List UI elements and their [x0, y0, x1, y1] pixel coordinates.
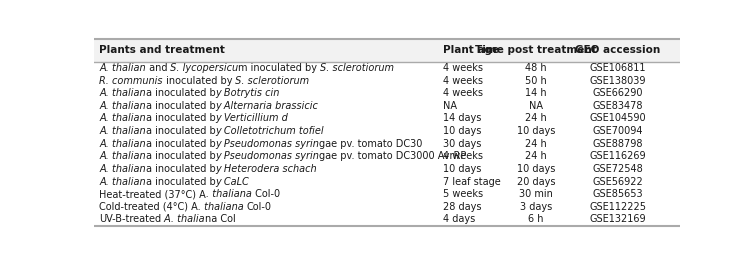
Text: 14 days: 14 days	[442, 114, 481, 124]
Text: a inoculated b: a inoculated b	[146, 101, 215, 111]
Text: S. sclerotiorum: S. sclerotiorum	[320, 63, 394, 73]
Text: y Alternaria brassicic: y Alternaria brassicic	[215, 101, 319, 111]
Text: GSE66290: GSE66290	[593, 88, 643, 98]
Text: S. lycopersicu: S. lycopersicu	[167, 63, 239, 73]
Text: 10 days: 10 days	[517, 164, 556, 174]
Text: 4 weeks: 4 weeks	[442, 88, 482, 98]
Text: A. thalian: A. thalian	[99, 164, 146, 174]
Text: UV-B-treated: UV-B-treated	[99, 214, 161, 224]
Text: Time post treatment: Time post treatment	[475, 45, 597, 55]
Text: y Verticillium d: y Verticillium d	[215, 114, 288, 124]
Text: A. thalian: A. thalian	[99, 176, 146, 187]
Text: 48 h: 48 h	[525, 63, 547, 73]
Text: thaliana: thaliana	[201, 202, 247, 212]
Text: y Heterodera schach: y Heterodera schach	[215, 164, 317, 174]
Text: a inoculated b: a inoculated b	[146, 88, 215, 98]
Text: a inoculated b: a inoculated b	[146, 176, 215, 187]
Text: a inoculated b: a inoculated b	[146, 151, 215, 161]
Text: a inoculated b: a inoculated b	[146, 139, 215, 149]
Text: y Botrytis cin: y Botrytis cin	[215, 88, 280, 98]
Text: a inoculated b: a inoculated b	[146, 164, 215, 174]
Bar	[94, 39, 680, 62]
Text: 10 days: 10 days	[442, 126, 481, 136]
Text: A. thalian: A. thalian	[99, 126, 146, 136]
Text: a inoculated b: a inoculated b	[146, 114, 215, 124]
Text: 50 h: 50 h	[525, 76, 547, 86]
Text: 30 min: 30 min	[519, 189, 553, 199]
Text: y Colletotrichum tofiel: y Colletotrichum tofiel	[215, 126, 324, 136]
Text: GSE104590: GSE104590	[590, 114, 646, 124]
Text: 10 days: 10 days	[517, 126, 556, 136]
Text: GEO accession: GEO accession	[575, 45, 661, 55]
Text: A. thalian: A. thalian	[99, 114, 146, 124]
Text: A. thalian: A. thalian	[99, 139, 146, 149]
Text: 10 days: 10 days	[442, 164, 481, 174]
Text: GSE88798: GSE88798	[593, 139, 643, 149]
Text: 7 leaf stage: 7 leaf stage	[442, 176, 501, 187]
Text: A. thalian: A. thalian	[99, 63, 146, 73]
Text: 30 days: 30 days	[442, 139, 481, 149]
Text: 24 h: 24 h	[525, 151, 547, 161]
Text: y Pseudomonas syrin: y Pseudomonas syrin	[215, 139, 319, 149]
Text: inoculated by: inoculated by	[162, 76, 232, 86]
Text: 24 h: 24 h	[525, 114, 547, 124]
Text: gae pv. tomato DC30: gae pv. tomato DC30	[319, 139, 423, 149]
Text: GSE132169: GSE132169	[590, 214, 646, 224]
Text: GSE70094: GSE70094	[593, 126, 643, 136]
Text: Heat-treated (37°C) A: Heat-treated (37°C) A	[99, 189, 206, 199]
Text: A. thalian: A. thalian	[99, 101, 146, 111]
Text: R. communis: R. communis	[99, 76, 162, 86]
Text: 20 days: 20 days	[517, 176, 556, 187]
Text: a inoculated b: a inoculated b	[146, 126, 215, 136]
Text: GSE106811: GSE106811	[590, 63, 646, 73]
Text: Col-0: Col-0	[247, 202, 272, 212]
Text: m inoculated by: m inoculated by	[239, 63, 320, 73]
Text: GSE56922: GSE56922	[593, 176, 643, 187]
Text: y Pseudomonas syrin: y Pseudomonas syrin	[215, 151, 319, 161]
Text: GSE116269: GSE116269	[590, 151, 646, 161]
Text: y CaLC: y CaLC	[215, 176, 249, 187]
Text: A. thalian: A. thalian	[99, 88, 146, 98]
Text: GSE112225: GSE112225	[590, 202, 646, 212]
Text: 6 h: 6 h	[528, 214, 544, 224]
Text: Cold-treated (4°C) A.: Cold-treated (4°C) A.	[99, 202, 201, 212]
Text: 4 weeks: 4 weeks	[442, 76, 482, 86]
Text: A. thalian: A. thalian	[99, 151, 146, 161]
Text: GSE85653: GSE85653	[593, 189, 643, 199]
Text: NA: NA	[442, 101, 457, 111]
Text: GSE72548: GSE72548	[593, 164, 643, 174]
Text: Col-0: Col-0	[251, 189, 280, 199]
Text: 28 days: 28 days	[442, 202, 481, 212]
Text: 5 weeks: 5 weeks	[442, 189, 482, 199]
Text: 3 days: 3 days	[520, 202, 552, 212]
Text: 14 h: 14 h	[525, 88, 547, 98]
Text: NA: NA	[529, 101, 543, 111]
Text: GSE83478: GSE83478	[593, 101, 643, 111]
Text: S. sclerotiorum: S. sclerotiorum	[232, 76, 310, 86]
Text: Plants and treatment: Plants and treatment	[99, 45, 225, 55]
Text: . thaliana: . thaliana	[206, 189, 251, 199]
Text: na Col: na Col	[205, 214, 236, 224]
Text: 4 days: 4 days	[442, 214, 475, 224]
Text: Plant age: Plant age	[442, 45, 498, 55]
Text: 24 h: 24 h	[525, 139, 547, 149]
Text: 4 weeks: 4 weeks	[442, 63, 482, 73]
Text: and: and	[146, 63, 167, 73]
Text: 4 weeks: 4 weeks	[442, 151, 482, 161]
Text: gae pv. tomato DC3000 AvrRP: gae pv. tomato DC3000 AvrRP	[319, 151, 467, 161]
Text: GSE138039: GSE138039	[590, 76, 646, 86]
Text: A. thalia: A. thalia	[161, 214, 205, 224]
